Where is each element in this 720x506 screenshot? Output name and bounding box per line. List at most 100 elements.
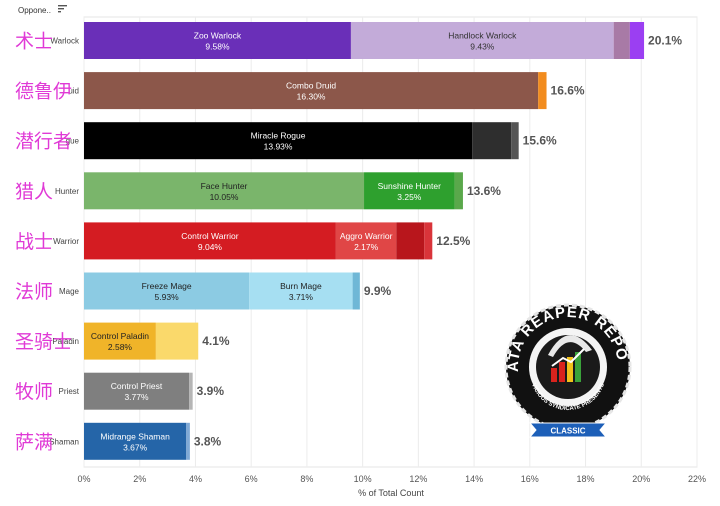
bar-segment[interactable] <box>249 272 353 310</box>
bar-segment[interactable] <box>84 172 365 210</box>
segment-value-label: 13.93% <box>264 142 293 152</box>
segment-name-label: Aggro Warrior <box>340 231 393 241</box>
bar-segment[interactable] <box>84 422 187 460</box>
bar-segment[interactable] <box>84 372 190 410</box>
x-axis: 0% 2% 4% 6% 8% 10% 12% 14% 16% 18% 20% 22% <box>77 474 706 484</box>
sort-icon[interactable] <box>58 5 67 13</box>
segment-name-label: Control Paladin <box>91 331 149 341</box>
class-chinese-label: 法师 <box>15 281 53 303</box>
row-total-label: 15.6% <box>523 134 557 148</box>
class-chinese-label: 圣骑士 <box>15 331 72 353</box>
x-axis-label: % of Total Count <box>358 488 424 498</box>
class-chinese-label: 德鲁伊 <box>15 81 72 103</box>
class-chinese-label: 战士 <box>15 231 53 253</box>
bar-segment[interactable] <box>396 222 425 260</box>
segment-value-label: 2.17% <box>354 242 379 252</box>
segment-name-label: Control Priest <box>111 381 163 391</box>
bar-segment[interactable] <box>454 172 463 210</box>
row-total-label: 9.9% <box>364 284 392 298</box>
bar-segment[interactable] <box>155 322 199 360</box>
bar-segment[interactable] <box>84 122 473 160</box>
bar-segment[interactable] <box>538 72 547 110</box>
segment-value-label: 10.05% <box>210 192 239 202</box>
bar-segment[interactable] <box>613 22 630 59</box>
bar-segment[interactable] <box>84 322 156 360</box>
x-tick-label: 10% <box>354 474 372 484</box>
x-tick-label: 12% <box>409 474 427 484</box>
class-chinese-label: 猎人 <box>15 181 53 203</box>
segment-name-label: Combo Druid <box>286 81 336 91</box>
segment-name-label: Freeze Mage <box>142 281 192 291</box>
class-name-label: Shaman <box>49 437 79 446</box>
class-name-label: Paladin <box>52 337 79 346</box>
segment-name-label: Burn Mage <box>280 281 322 291</box>
row-total-label: 12.5% <box>436 234 470 248</box>
class-chinese-label: 萨满 <box>15 431 53 453</box>
data-reaper-report-logo: DATA REAPER REPORT VICIOUS SYNDICATE PRE… <box>504 303 632 437</box>
class-chinese-label: 术士 <box>15 31 53 53</box>
bar-segment[interactable] <box>424 222 433 260</box>
bar-segment[interactable] <box>186 422 190 460</box>
x-tick-label: 22% <box>688 474 706 484</box>
segment-name-label: Face Hunter <box>201 181 248 191</box>
bar-segment[interactable] <box>364 172 455 210</box>
bar-segment[interactable] <box>352 272 360 310</box>
row-total-label: 3.9% <box>197 384 225 398</box>
class-name-label: Hunter <box>55 187 79 196</box>
segment-value-label: 2.58% <box>108 342 133 352</box>
bar-segment[interactable] <box>335 222 397 260</box>
x-tick-label: 8% <box>300 474 313 484</box>
x-tick-label: 18% <box>577 474 595 484</box>
segment-value-label: 9.04% <box>198 242 223 252</box>
logo-ribbon-label: CLASSIC <box>550 427 585 436</box>
class-chinese-label: 潜行者 <box>15 131 72 153</box>
class-name-label: Warrior <box>53 237 79 246</box>
segment-value-label: 5.93% <box>155 292 180 302</box>
segment-name-label: Sunshine Hunter <box>378 181 441 191</box>
class-name-label: Priest <box>59 387 80 396</box>
bar-segment[interactable] <box>84 272 250 310</box>
row-total-label: 3.8% <box>194 434 222 448</box>
segment-value-label: 16.30% <box>297 92 326 102</box>
segment-value-label: 9.43% <box>470 42 495 52</box>
segment-value-label: 3.71% <box>289 292 314 302</box>
segment-value-label: 9.58% <box>205 42 230 52</box>
row-total-label: 4.1% <box>202 334 230 348</box>
segment-name-label: Midrange Shaman <box>100 431 170 441</box>
x-tick-label: 2% <box>133 474 146 484</box>
segment-value-label: 3.77% <box>124 392 149 402</box>
bar-segment[interactable] <box>84 22 351 59</box>
bar-segment[interactable] <box>84 72 539 110</box>
class-name-label: gue <box>66 137 80 146</box>
bar-segment[interactable] <box>472 122 512 160</box>
x-tick-label: 14% <box>465 474 483 484</box>
segment-value-label: 3.67% <box>123 442 148 452</box>
class-name-label: Warlock <box>50 37 80 46</box>
segment-name-label: Miracle Rogue <box>251 131 306 141</box>
segment-value-label: 3.25% <box>397 192 422 202</box>
column-header[interactable]: Oppone.. <box>18 5 67 15</box>
bar-segment[interactable] <box>350 22 614 59</box>
segment-name-label: Handlock Warlock <box>448 31 517 41</box>
x-tick-label: 16% <box>521 474 539 484</box>
bar-segment[interactable] <box>511 122 519 160</box>
segment-name-label: Control Warrior <box>181 231 238 241</box>
column-header-label: Oppone.. <box>18 6 51 15</box>
x-tick-label: 4% <box>189 474 202 484</box>
segment-name-label: Zoo Warlock <box>194 31 242 41</box>
bar-segment[interactable] <box>629 22 645 59</box>
bar-segment[interactable] <box>84 222 336 260</box>
class-name-label: Mage <box>59 287 80 296</box>
bar-segment[interactable] <box>189 372 193 410</box>
